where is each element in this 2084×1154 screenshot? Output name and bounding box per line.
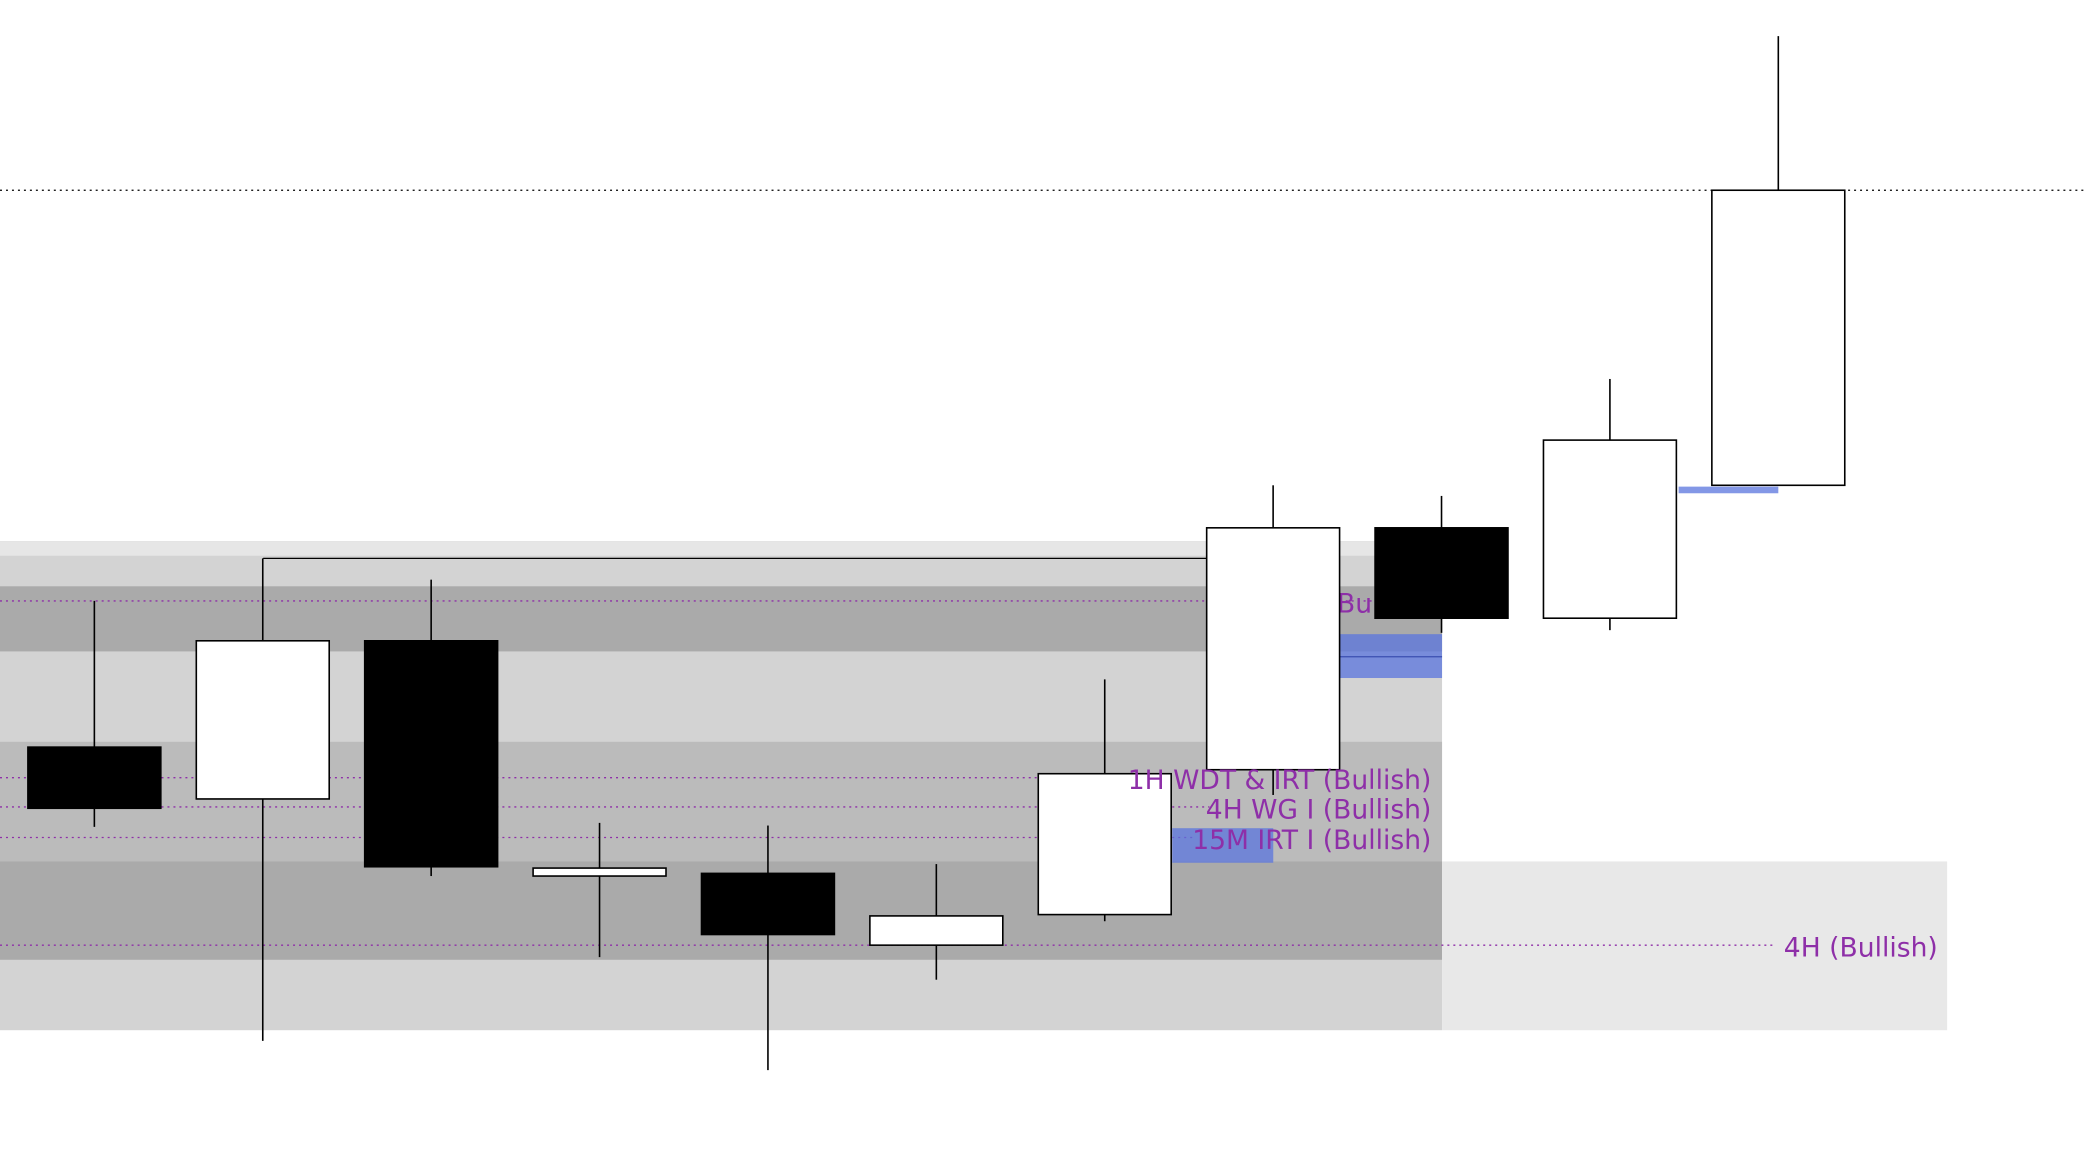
- candle-body: [1711, 189, 1846, 487]
- annotation: 4H (Bullish): [1784, 933, 1938, 964]
- annotation: 4H WG I (Bullish): [1206, 794, 1432, 825]
- candle-body: [27, 746, 162, 810]
- zones: [0, 541, 1948, 1031]
- candle-body: [700, 872, 836, 936]
- candle-body: [1037, 772, 1172, 916]
- annotation: 1H WDT & IRT (Bullish): [1128, 765, 1432, 796]
- candle-body: [532, 867, 667, 877]
- candle-body: [1205, 527, 1341, 771]
- zone: [0, 541, 1443, 556]
- candle-body: [869, 915, 1004, 946]
- annotation: 15M IRT I (Bullish): [1192, 825, 1431, 856]
- gap-box: [1339, 634, 1443, 679]
- candle-body: [363, 639, 499, 868]
- candle-body: [195, 639, 331, 800]
- candles: [27, 36, 1846, 1071]
- gaps: [1172, 486, 1779, 863]
- gap-box: [1678, 486, 1779, 494]
- gap-box: [1172, 828, 1274, 863]
- candle-body: [1374, 527, 1509, 619]
- candle-body: [1542, 439, 1678, 619]
